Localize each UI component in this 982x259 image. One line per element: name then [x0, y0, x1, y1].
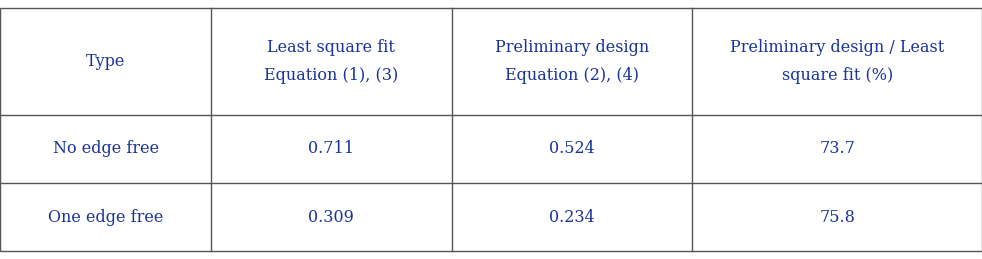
Text: Least square fit
Equation (1), (3): Least square fit Equation (1), (3) — [264, 39, 399, 84]
Text: 0.711: 0.711 — [308, 140, 355, 157]
Text: One edge free: One edge free — [48, 209, 163, 226]
Text: 75.8: 75.8 — [819, 209, 855, 226]
Text: 0.234: 0.234 — [549, 209, 595, 226]
Text: Preliminary design / Least
square fit (%): Preliminary design / Least square fit (%… — [730, 39, 945, 84]
Text: No edge free: No edge free — [52, 140, 159, 157]
Text: Preliminary design
Equation (2), (4): Preliminary design Equation (2), (4) — [495, 39, 649, 84]
Text: 0.524: 0.524 — [549, 140, 595, 157]
Text: 0.309: 0.309 — [308, 209, 355, 226]
Text: 73.7: 73.7 — [819, 140, 855, 157]
Text: Type: Type — [85, 53, 126, 70]
